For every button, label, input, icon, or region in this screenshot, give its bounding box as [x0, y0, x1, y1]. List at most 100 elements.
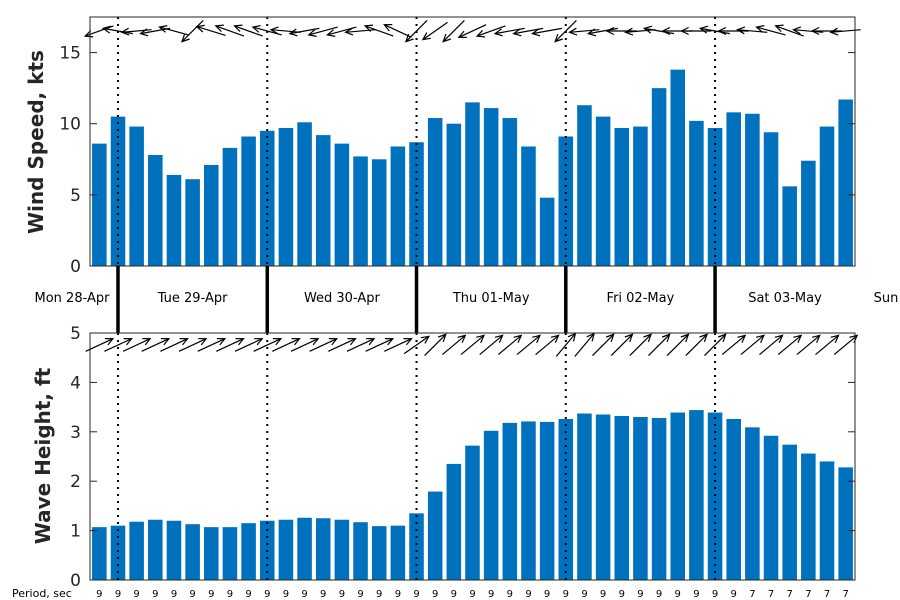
- wind-speed-bar: [502, 118, 518, 267]
- wave-height-direction-arrowhead: [438, 333, 447, 343]
- wave-height-bar: [838, 467, 853, 580]
- y-tick-label: 10: [59, 115, 81, 135]
- wave-height-direction-arrow: [629, 333, 652, 357]
- wave-height-direction-arrowhead: [254, 338, 264, 346]
- wind-speed-direction-arrowhead: [554, 33, 563, 43]
- period-value: 9: [339, 589, 345, 600]
- wave-height-bar: [92, 527, 107, 580]
- day-label: Wed 30-Apr: [304, 291, 381, 306]
- wind-speed-direction-arrow: [215, 25, 245, 37]
- period-value: 9: [245, 589, 251, 600]
- wind-speed-direction-arrowhead: [661, 26, 671, 36]
- wind-speed-bar: [371, 159, 387, 266]
- wind-speed-direction-arrow: [422, 21, 448, 41]
- wave-height-bar: [427, 491, 443, 580]
- wave-height-direction-arrow: [574, 333, 595, 357]
- wind-speed-bar: [577, 105, 592, 266]
- wave-height-direction-arrow: [666, 333, 689, 357]
- wave-height-bar: [521, 421, 536, 580]
- wind-speed-bar: [838, 99, 853, 266]
- wave-height-direction-arrowhead: [624, 333, 634, 343]
- wind-speed-bar: [465, 102, 480, 267]
- wind-speed-direction-arrow: [532, 27, 563, 35]
- wave-height-direction-arrow: [685, 333, 708, 357]
- wind-speed-bar: [315, 135, 331, 266]
- wind-speed-direction-arrowhead: [251, 25, 261, 33]
- period-value: 9: [283, 589, 289, 600]
- wave-height-bar: [297, 517, 312, 580]
- wind-speed-bar: [521, 146, 536, 266]
- wind-speed-direction-arrow: [476, 25, 506, 37]
- wave-height-direction-arrowhead: [793, 334, 803, 343]
- wave-height-direction-arrowhead: [755, 334, 765, 343]
- wave-height-direction-arrowhead: [513, 334, 523, 343]
- wind-speed-bar: [222, 147, 238, 266]
- period-value: 9: [264, 589, 270, 600]
- wave-height-direction-arrow: [272, 338, 300, 352]
- wave-height-direction-arrowhead: [104, 338, 115, 346]
- period-value: 9: [637, 589, 643, 600]
- wave-height-direction-arrowhead: [532, 334, 542, 343]
- wind-speed-direction-arrow: [458, 24, 487, 38]
- period-value: 7: [824, 589, 830, 600]
- wind-speed-bar: [558, 136, 574, 266]
- wind-speed-bar: [670, 69, 686, 267]
- wave-height-direction-arrowhead: [774, 334, 784, 343]
- wave-height-direction-arrowhead: [661, 333, 671, 343]
- period-value: 9: [488, 589, 494, 600]
- wave-height-direction-arrow: [346, 338, 375, 352]
- wind-speed-direction-arrow: [644, 27, 675, 35]
- wind-speed-direction-arrowhead: [383, 24, 393, 32]
- wind-direction-arrows: [83, 19, 861, 43]
- wind-speed-bar: [763, 132, 779, 266]
- wind-speed-bar: [204, 164, 219, 266]
- y-tick-label: 2: [70, 472, 81, 492]
- wind-speed-bar: [483, 108, 499, 266]
- wave-height-direction-arrow: [759, 334, 783, 356]
- wave-height-direction-arrow: [777, 334, 802, 356]
- wind-speed-direction-arrowhead: [829, 27, 839, 36]
- wind-speed-bar: [129, 126, 144, 266]
- wind-speed-bar: [334, 143, 350, 266]
- wind-speed-direction-arrow: [196, 26, 226, 36]
- wind-speed-direction-arrow: [345, 29, 376, 33]
- wind-speed-direction-arrow: [270, 29, 301, 33]
- wind-speed-direction-arrow: [793, 29, 824, 33]
- wave-height-direction-arrow: [197, 338, 226, 352]
- period-value: 9: [171, 589, 177, 600]
- period-row: Period, sec 9 9 9 9 9 9 9 9 9 9 9 9 9 9 9 9 9 9 9 9 9 9 9 9 9 9 9 9…: [12, 587, 849, 600]
- period-value: 9: [600, 589, 606, 600]
- wave-height-bar: [782, 444, 797, 580]
- wind-speed-bar: [633, 126, 648, 266]
- wave-height-direction-arrow: [309, 338, 338, 352]
- day-label: Tue 29-Apr: [157, 291, 228, 306]
- period-value: 9: [544, 589, 550, 600]
- wind-speed-direction-arrow: [159, 26, 189, 36]
- y-tick-label: 4: [70, 373, 81, 393]
- wind-speed-direction-arrowhead: [568, 27, 578, 36]
- wave-height-bar: [670, 412, 686, 580]
- wave-height-bar: [334, 519, 350, 580]
- wind-speed-bar: [726, 112, 741, 266]
- wave-height-bar: [577, 413, 592, 580]
- y-tick-label: 15: [59, 44, 81, 64]
- y-tick-label: 5: [70, 324, 81, 344]
- wave-height-bar: [763, 435, 779, 580]
- wave-height-direction-arrowhead: [699, 333, 708, 343]
- wave-height-direction-arrowhead: [606, 333, 615, 343]
- wave-height-bar: [801, 453, 816, 580]
- wave-height-direction-arrowhead: [142, 338, 152, 346]
- wind-speed-direction-arrowhead: [404, 33, 414, 43]
- period-value: 9: [189, 589, 195, 600]
- period-value: 9: [227, 589, 233, 600]
- wave-height-direction-arrow: [460, 334, 485, 356]
- wind-speed-bar: [782, 186, 797, 266]
- wind-speed-direction-arrowhead: [139, 28, 149, 37]
- wave-height-direction-arrow: [328, 338, 356, 352]
- wind-speed-direction-arrowhead: [307, 29, 317, 37]
- period-value: 9: [712, 589, 718, 600]
- wave-height-direction-arrowhead: [235, 338, 245, 346]
- wave-height-direction-arrowhead: [384, 338, 395, 346]
- wave-height-direction-arrowhead: [328, 338, 339, 346]
- period-value: 9: [395, 589, 401, 600]
